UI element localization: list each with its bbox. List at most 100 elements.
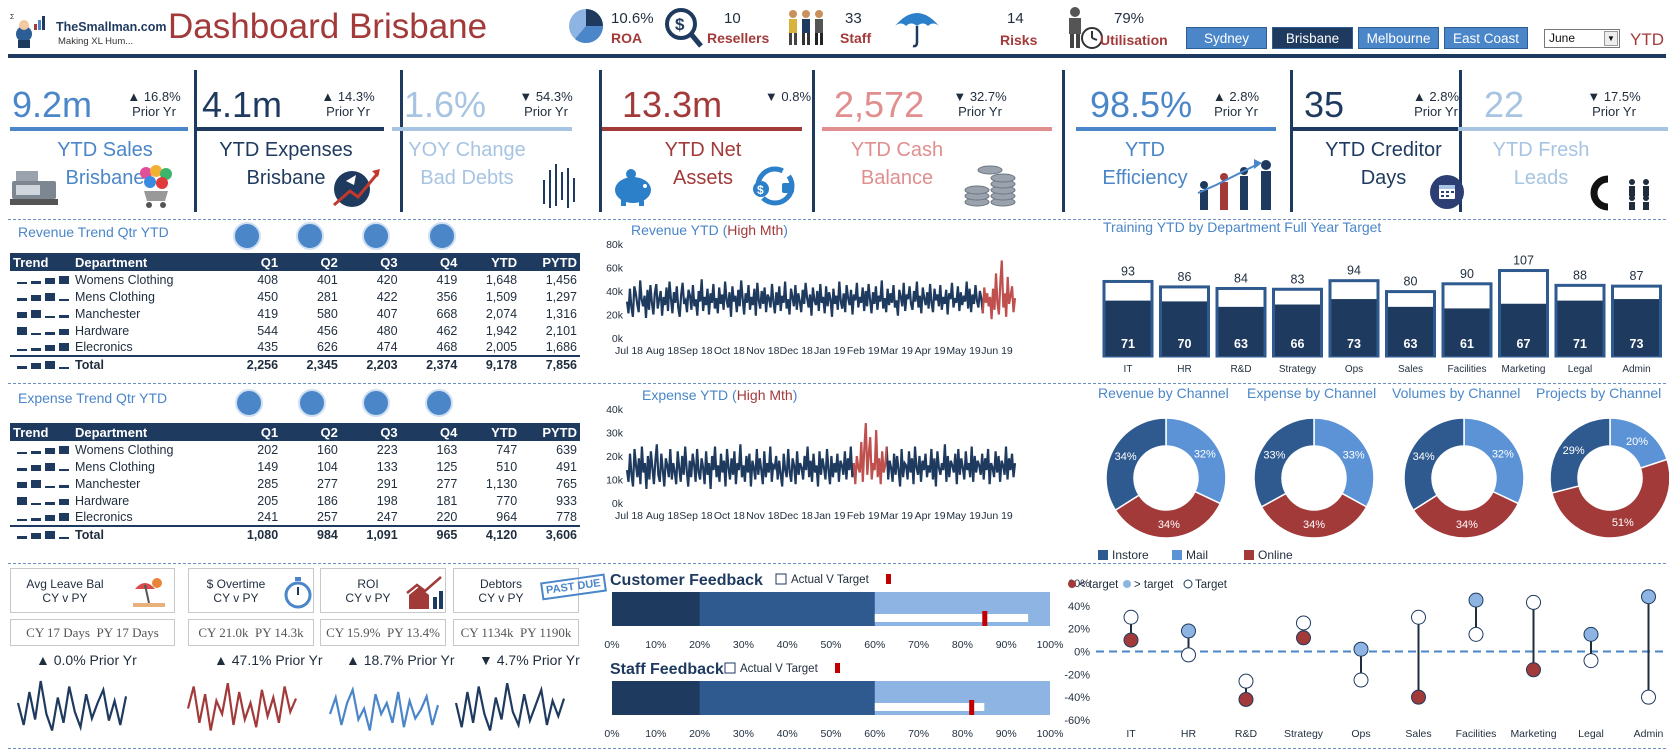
table-cell: 247 — [376, 510, 398, 524]
band-low — [612, 698, 700, 715]
resellers-label: Resellers — [707, 30, 770, 46]
kpi-value: 13.3m — [622, 84, 723, 125]
table-cell: 104 — [317, 459, 338, 474]
x-tick-label: 100% — [1037, 728, 1064, 740]
month-select-value: June — [1549, 31, 1576, 45]
category-label: Facilities — [1456, 728, 1497, 740]
kpi-label-line2: Days — [1360, 167, 1407, 189]
tab-melbourne[interactable]: Melbourne — [1358, 27, 1439, 49]
bar-chart-icon[interactable] — [298, 389, 326, 417]
mini-kpi-sub: CY v PY — [478, 591, 524, 605]
tab-brisbane[interactable]: Brisbane — [1272, 27, 1353, 49]
table-cell: 198 — [376, 493, 398, 508]
trend-sparkline — [10, 492, 72, 509]
calendar-icon — [1430, 175, 1464, 209]
share-icon[interactable] — [362, 222, 390, 250]
actual-point — [1583, 626, 1599, 642]
table-cell: 965 — [400, 525, 461, 543]
table-cell: 626 — [316, 340, 338, 354]
plug-icon[interactable] — [425, 389, 453, 417]
target-point — [1583, 653, 1599, 669]
kpi-arrow: ▼ — [519, 89, 533, 104]
x-tick-label: 70% — [908, 728, 929, 740]
trend-sparkline — [10, 305, 72, 322]
target-marker — [982, 611, 988, 626]
chevron-down-icon[interactable]: ▼ — [1604, 31, 1618, 46]
search-icon[interactable] — [362, 389, 390, 417]
mini-kpi-sub: CY v PY — [213, 591, 259, 605]
y-tick-label: 40k — [606, 286, 624, 298]
logo-sub: Making XL Hum... — [58, 36, 134, 47]
kpi-change: ▲ 2.8% Prior Yr — [1400, 89, 1472, 119]
series-line — [625, 444, 855, 489]
mini-kpi-card: $ Overtime CY v PY — [188, 568, 314, 613]
table-cell: 1,297 — [545, 289, 577, 304]
legend-swatch — [1172, 550, 1182, 560]
monitor-icon[interactable] — [428, 222, 456, 250]
kpi-label-line2: Assets — [672, 167, 734, 189]
kpi-change: ▼ 17.5% Prior Yr — [1578, 89, 1650, 119]
table-cell: Manchester — [75, 306, 141, 321]
kpi-label: YTD Cash Balance — [822, 136, 972, 192]
svg-text:$: $ — [757, 183, 764, 197]
category-label: IT — [1124, 364, 1133, 375]
x-tick-label: 40% — [777, 639, 798, 651]
expense-line-chart: Expense YTD (High Mth) 0k 10k 20k 30k 40k Jul … — [606, 387, 1017, 522]
magnet-icon — [1590, 175, 1649, 211]
x-tick-label: 30% — [733, 728, 754, 740]
chart-title-highlight: High Mth — [737, 387, 793, 403]
actual-bar — [1614, 299, 1659, 356]
mini-kpi-arrow: ▲ — [214, 652, 228, 668]
table-cell: 1,942 — [485, 323, 518, 338]
target-label: 93 — [1121, 264, 1135, 278]
kpi-change-value: 14.3% — [337, 89, 375, 104]
tab-east-coast[interactable]: East Coast — [1444, 27, 1528, 49]
search-icon[interactable] — [296, 222, 324, 250]
actual-bar — [874, 614, 1029, 622]
tab-sydney[interactable]: Sydney — [1186, 27, 1267, 49]
roa-value: 10.6% — [611, 10, 654, 27]
table-header-cell: PYTD — [520, 253, 580, 271]
kpi-change: ▼ 32.7% Prior Yr — [944, 89, 1016, 119]
x-tick-label: Mar 19 — [880, 345, 913, 357]
x-tick-label: Dec 18 — [780, 345, 813, 357]
table-cell: 778 — [556, 510, 577, 524]
mini-kpi-sub: CY v PY — [345, 591, 391, 605]
table-cell: 181 — [436, 493, 458, 508]
page-title: Dashboard Brisbane — [168, 7, 488, 46]
chart-title-paren: ( — [728, 387, 737, 403]
expense-table-title: Expense Trend Qtr YTD — [18, 390, 168, 406]
pencil-icon[interactable] — [233, 222, 261, 250]
header-rule — [8, 54, 1666, 58]
category-label: Legal — [1578, 728, 1604, 740]
kpi-underline — [1290, 127, 1466, 131]
actual-bar — [1275, 304, 1320, 356]
kpi-underline — [10, 127, 188, 131]
rocket-chart-icon — [333, 169, 380, 207]
category-label: HR — [1181, 728, 1197, 740]
month-select[interactable]: June ▼ — [1544, 29, 1620, 48]
mini-kpi-py: PY 1190k — [519, 624, 572, 640]
table-cell: 456 — [316, 323, 338, 338]
target-icon[interactable] — [235, 389, 263, 417]
table-cell: 7,856 — [520, 355, 580, 373]
kpi-label: YOY Change Bad Debts — [392, 136, 542, 192]
mini-sparkline — [454, 682, 566, 731]
donut-slice — [1549, 417, 1611, 494]
mini-kpi-change-value: 0.0% Prior Yr — [53, 652, 137, 668]
kpi-arrow: ▲ — [1412, 89, 1426, 104]
y-tick-label: 60k — [606, 263, 624, 275]
actual-point — [1181, 623, 1196, 639]
table-cell: 765 — [556, 476, 577, 491]
kpi-change-sub: Prior Yr — [326, 104, 370, 119]
target-label: 90 — [1460, 267, 1474, 281]
table-cell: 4,120 — [460, 525, 521, 543]
table-cell: 2,074 — [485, 306, 518, 321]
table-cell: 2,374 — [400, 355, 461, 373]
table-cell: 450 — [257, 289, 279, 304]
donut-slice — [1105, 417, 1167, 512]
slice-label: 34% — [1456, 519, 1478, 531]
slice-label: 20% — [1626, 436, 1648, 448]
bars-icon — [543, 164, 575, 208]
actual-bar — [1218, 306, 1264, 356]
